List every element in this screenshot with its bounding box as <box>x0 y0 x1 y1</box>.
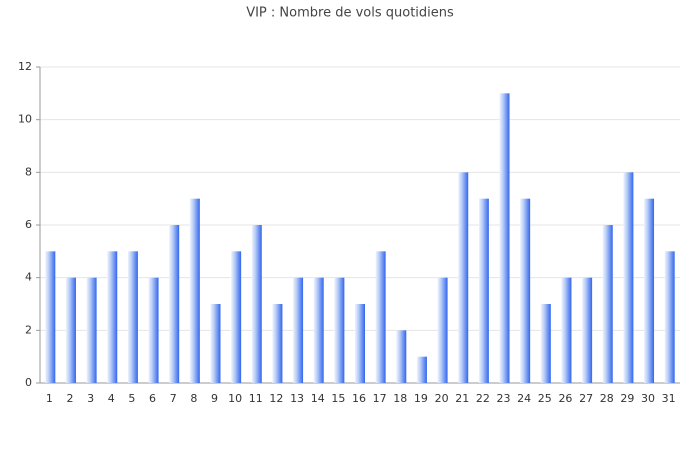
bar <box>540 304 551 383</box>
bar <box>169 225 180 383</box>
y-tick-label: 0 <box>25 376 32 389</box>
x-tick-label: 16 <box>352 392 366 405</box>
bar <box>65 277 76 383</box>
x-tick-label: 4 <box>108 392 115 405</box>
bar <box>499 93 510 383</box>
bar <box>582 277 593 383</box>
x-tick-label: 26 <box>558 392 572 405</box>
x-tick-label: 11 <box>249 392 263 405</box>
bar <box>334 277 345 383</box>
chart-title: VIP : Nombre de vols quotidiens <box>246 6 454 21</box>
x-tick-label: 7 <box>170 392 177 405</box>
bar <box>293 277 304 383</box>
bar <box>664 251 675 383</box>
bar <box>107 251 118 383</box>
bar <box>396 330 407 383</box>
x-tick-label: 25 <box>538 392 552 405</box>
bar <box>644 198 655 383</box>
bar <box>458 172 469 383</box>
bar <box>478 198 489 383</box>
x-tick-label: 22 <box>476 392 490 405</box>
bar <box>355 304 365 383</box>
x-tick-label: 13 <box>290 392 304 405</box>
x-tick-label: 18 <box>393 392 407 405</box>
bar <box>86 277 97 383</box>
x-tick-label: 8 <box>190 392 197 405</box>
x-tick-label: 2 <box>66 392 73 405</box>
x-tick-label: 1 <box>46 392 53 405</box>
y-tick-label: 10 <box>18 113 32 126</box>
x-tick-label: 28 <box>600 392 614 405</box>
bar <box>210 304 221 383</box>
x-tick-label: 17 <box>373 392 387 405</box>
bar <box>189 198 200 383</box>
x-tick-label: 5 <box>128 392 135 405</box>
bar <box>45 251 56 383</box>
x-tick-label: 19 <box>414 392 428 405</box>
x-tick-label: 10 <box>228 392 242 405</box>
x-tick-label: 23 <box>497 392 511 405</box>
x-tick-label: 14 <box>311 392 325 405</box>
y-tick-label: 2 <box>25 323 32 336</box>
x-tick-label: 6 <box>149 392 156 405</box>
bar <box>602 225 613 383</box>
bar <box>520 198 531 383</box>
bar <box>148 277 159 383</box>
y-tick-label: 6 <box>25 218 32 231</box>
y-tick-label: 12 <box>18 60 32 73</box>
x-tick-label: 30 <box>641 392 655 405</box>
bar <box>437 277 448 383</box>
x-tick-label: 20 <box>435 392 449 405</box>
bar <box>561 277 572 383</box>
bar <box>272 304 283 383</box>
bar <box>251 225 262 383</box>
bar <box>416 356 427 383</box>
x-tick-label: 9 <box>211 392 218 405</box>
bar <box>127 251 138 383</box>
x-tick-label: 3 <box>87 392 94 405</box>
bar <box>313 277 324 383</box>
x-tick-label: 15 <box>331 392 345 405</box>
x-tick-label: 27 <box>579 392 593 405</box>
x-tick-label: 31 <box>662 392 676 405</box>
x-tick-label: 24 <box>517 392 531 405</box>
bar <box>231 251 242 383</box>
y-tick-label: 4 <box>25 271 32 284</box>
x-tick-label: 21 <box>455 392 469 405</box>
y-tick-label: 8 <box>25 165 32 178</box>
x-tick-label: 12 <box>269 392 283 405</box>
x-tick-label: 29 <box>620 392 634 405</box>
bar <box>375 251 386 383</box>
bar <box>623 172 634 383</box>
